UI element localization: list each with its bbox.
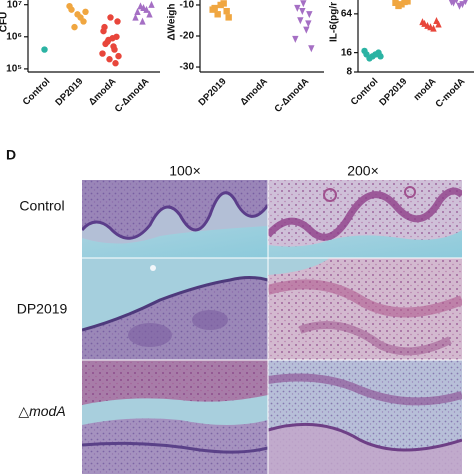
micrograph [82,180,268,258]
data-point [137,2,144,10]
data-point [214,11,221,18]
y-axis-label: IL-6(pg/r [329,2,340,42]
data-point [297,17,304,25]
data-point [71,23,78,31]
data-point [82,8,89,16]
panel-label: D [6,147,16,163]
y-axis-label: CFU [0,12,10,33]
column-label: 200× [347,163,379,179]
row-label: Control [19,198,64,214]
data-point [448,0,455,6]
data-point [143,5,150,13]
data-point [424,21,431,29]
x-tick-label: ΔmodA [87,76,119,108]
y-tick-label: 64 [341,8,353,19]
micrograph [268,360,462,474]
y-tick-label: 8 [346,67,352,78]
y-axis-label: ΔWeigh [167,3,178,40]
data-point [114,18,121,25]
x-tick-label: C-ΔmodA [272,76,311,115]
data-point [111,46,118,53]
data-point [132,13,139,21]
data-point [100,27,107,35]
data-point [294,4,301,12]
y-tick-label: 10⁶ [6,31,22,42]
data-point [146,10,153,18]
row-label-italic: modA [29,403,66,419]
data-point [106,56,113,63]
micrograph [268,258,462,360]
data-point [361,47,368,55]
data-point [225,14,232,21]
x-tick-label: C-modA [433,76,467,110]
x-tick-label: DP2019 [377,76,409,108]
data-point [459,1,466,9]
data-point [99,50,106,57]
data-point [105,36,112,44]
data-point [220,0,227,7]
x-tick-label: DP2019 [197,76,229,108]
data-point [303,26,310,34]
x-tick-label: ΔmodA [238,76,270,108]
x-tick-label: Control [349,76,381,108]
data-point [372,51,379,58]
data-point [377,53,384,60]
data-point [41,46,48,53]
data-point [115,52,122,60]
micrograph [82,258,268,360]
row-label: DP2019 [17,301,68,317]
data-point [300,0,307,8]
data-point [107,14,114,21]
data-point [148,0,155,8]
data-point [299,7,306,15]
data-point [139,17,146,25]
x-tick-label: Control [21,76,53,108]
y-tick-label: 10⁵ [6,64,22,75]
micrograph [82,360,268,474]
data-point [435,20,442,28]
data-point [223,7,230,15]
data-point [366,55,373,62]
data-point [77,14,84,21]
data-point [395,2,402,10]
x-tick-label: DP2019 [53,76,85,108]
data-point [430,24,437,32]
data-point [454,0,459,4]
data-point [419,18,426,26]
data-point [306,11,313,19]
data-point [66,2,73,10]
row-label: △modA [18,403,65,419]
data-point [134,8,141,16]
y-tick-label: -30 [180,62,195,73]
y-tick-label: 10⁷ [7,0,22,10]
data-point [209,6,216,13]
row-label-prefix: △ [18,403,29,419]
column-label: 100× [169,163,201,179]
data-point [305,20,312,28]
data-point [401,0,408,6]
y-tick-label: -10 [180,0,195,11]
x-tick-label: modA [412,76,439,103]
micrograph [268,180,462,258]
data-point [112,60,119,67]
y-tick-label: -20 [180,31,195,42]
y-tick-label: 16 [341,47,353,58]
x-tick-label: C-ΔmodA [113,76,152,115]
data-point [308,45,315,53]
data-point [292,35,299,43]
